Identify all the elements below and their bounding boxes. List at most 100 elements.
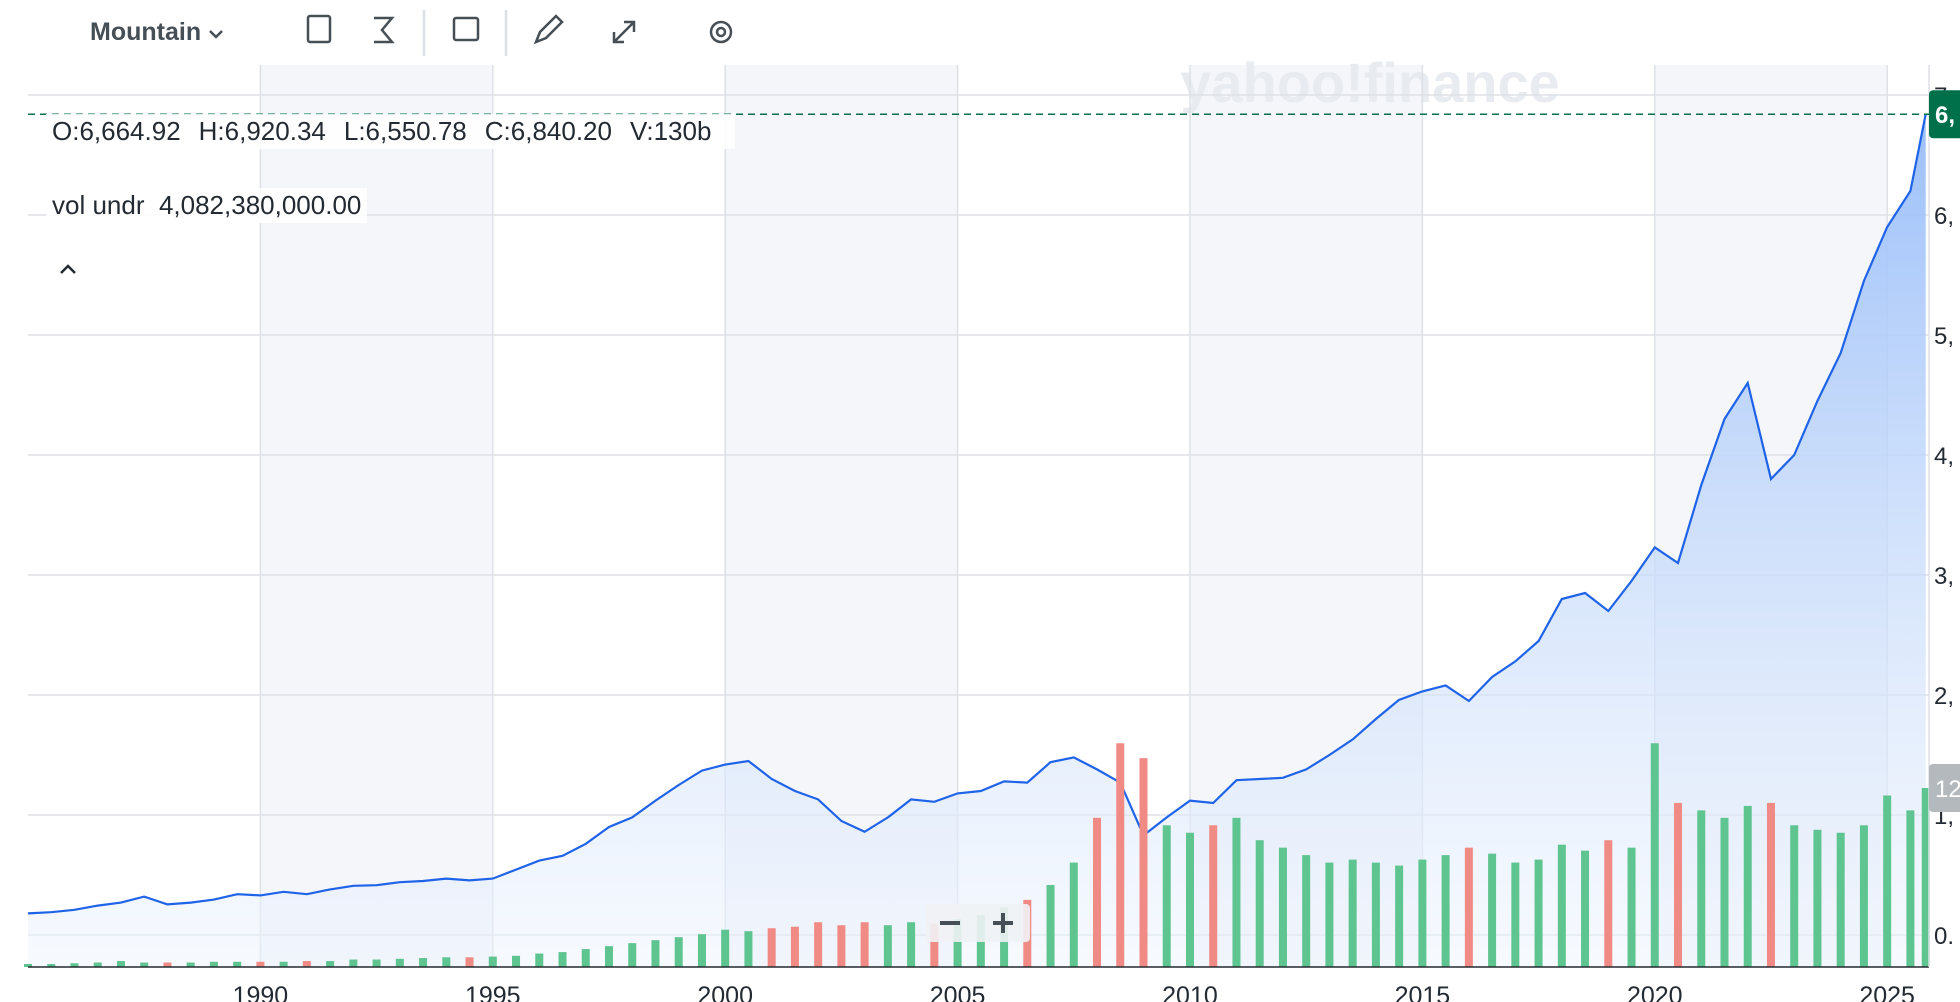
volume-bar	[442, 957, 451, 967]
volume-bar	[1511, 862, 1520, 967]
y-tick-label: 2,	[1934, 683, 1954, 710]
volume-bar	[279, 961, 288, 967]
volume-bar	[930, 923, 939, 967]
price-badge	[1929, 90, 1960, 139]
x-tick-label: 2025	[1859, 982, 1915, 1002]
volume-bar	[837, 925, 846, 967]
volume-bar	[372, 959, 381, 967]
volume-bar	[349, 959, 358, 967]
volume-bar	[1627, 847, 1636, 967]
compare-icon[interactable]	[306, 14, 332, 44]
x-tick-label: 2005	[930, 982, 986, 1002]
watermark: yahoo!finance	[1180, 51, 1560, 114]
price-badge-label: 6,	[1935, 102, 1955, 129]
volume-bar	[1581, 850, 1590, 967]
volume-bar	[70, 963, 79, 967]
volume-bar	[465, 957, 474, 967]
volume-bar	[1348, 859, 1357, 967]
volume-bar	[1395, 865, 1404, 967]
volume-bar	[419, 958, 428, 967]
volume-bar	[604, 946, 613, 967]
volume-bar	[256, 961, 265, 967]
volume-bar	[24, 964, 32, 967]
volume-bar	[814, 922, 823, 967]
collapse-button[interactable]	[58, 262, 78, 276]
volume-bar	[488, 956, 497, 967]
volume-bar	[883, 925, 892, 967]
volume-bar	[1209, 825, 1218, 967]
volume-bar	[233, 961, 242, 967]
volume-bar	[163, 962, 172, 967]
volume-bar	[1255, 840, 1264, 967]
volume-bar	[93, 962, 102, 967]
zoom-in	[993, 913, 1013, 933]
indicator-icon[interactable]	[374, 16, 395, 44]
date-icon[interactable]	[452, 16, 480, 42]
volume-bar	[47, 964, 56, 967]
ohlc-legend: O:6,664.92 H:6,920.34 L:6,550.78 C:6,840.20…	[46, 114, 736, 149]
volume-bar	[860, 922, 869, 967]
volume-bar	[651, 940, 660, 967]
toolbar-icons	[306, 10, 733, 56]
ohlc-value: C:6,840.20	[484, 116, 612, 146]
chevron	[209, 30, 223, 39]
volume-bar	[1883, 795, 1892, 967]
volume-bar	[1302, 855, 1311, 967]
volume-bar	[1046, 884, 1055, 967]
draw-icon[interactable]	[533, 14, 564, 45]
indicator-name: vol undr	[52, 190, 145, 220]
volume-bar	[1534, 859, 1543, 967]
chart-type: Mountain	[90, 18, 202, 46]
ohlc-value: H:6,920.34	[198, 116, 326, 146]
toolbar: Mountain	[0, 0, 1960, 62]
volume-bar	[697, 934, 706, 967]
volume-bar	[1836, 832, 1845, 967]
volume-bar	[1139, 758, 1148, 967]
volume-bar	[1093, 817, 1102, 967]
price-line	[27, 113, 1927, 915]
volume-bar	[140, 962, 149, 967]
y-tick-label: 4,	[1934, 443, 1954, 470]
y-tick-label: 6,	[1934, 203, 1954, 230]
y-tick-label: 5,	[1934, 323, 1954, 350]
volume-badge-label: 12	[1935, 776, 1960, 803]
indicator-value: 4,082,380,000.00	[158, 190, 362, 220]
volume-bar	[790, 926, 799, 967]
volume-bar	[1325, 862, 1334, 967]
volume-bar	[1859, 825, 1868, 967]
volume-bar	[1604, 840, 1613, 967]
volume-bar	[721, 929, 730, 967]
volume-bar	[1697, 810, 1706, 967]
volume-bar	[116, 961, 125, 967]
settings-icon[interactable]	[709, 20, 733, 44]
y-tick-label: 0.	[1934, 923, 1954, 950]
volume-bar	[558, 952, 567, 967]
volume-bar	[1464, 847, 1473, 967]
y-tick-label: 3,	[1934, 563, 1954, 590]
volume-bar	[1441, 855, 1450, 967]
x-tick-label: 2000	[697, 982, 753, 1002]
volume-bar	[1069, 862, 1078, 967]
volume-bar	[1557, 844, 1566, 967]
volume-bar	[1921, 788, 1930, 967]
volume-bar	[1743, 805, 1752, 967]
x-tick-label: 2015	[1395, 982, 1451, 1002]
ohlc-value: O:6,664.92	[52, 116, 181, 146]
volume-bar	[326, 961, 335, 967]
volume-bar	[395, 958, 404, 967]
volume-bar	[628, 943, 637, 967]
volume-bar	[953, 919, 962, 967]
expand-icon[interactable]	[612, 20, 636, 44]
zoom-controls[interactable]	[926, 904, 1030, 942]
volume-bar	[186, 962, 195, 967]
indicator-legend: vol undr 4,082,380,000.00	[46, 188, 368, 223]
x-tick-label: 1990	[233, 982, 289, 1002]
volume-badge	[1929, 764, 1960, 812]
volume-bar	[209, 961, 218, 967]
chart-type-button[interactable]: Mountain	[90, 18, 224, 47]
volume-bar	[1650, 743, 1659, 967]
volume-bar	[302, 961, 311, 967]
volume-bar	[744, 931, 753, 967]
volume-bar	[1813, 829, 1822, 967]
volume-bar	[907, 922, 916, 967]
